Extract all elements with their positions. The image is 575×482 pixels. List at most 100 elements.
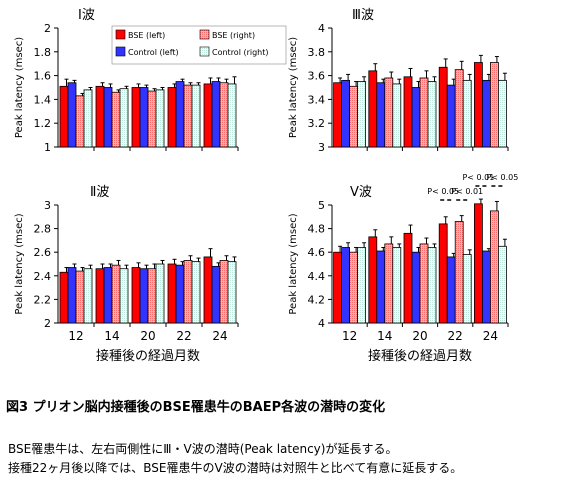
panel3-bar-bse-right [111, 264, 121, 324]
panel3-bar-control-right [227, 261, 237, 324]
panel4-bar-control-right [392, 247, 402, 324]
panel2-bar-bse-left [368, 70, 378, 148]
panel3-bar-bse-right [147, 268, 157, 324]
panel2-bar-control-left [446, 84, 456, 148]
panel3-y-tick-label: 2.6 [34, 246, 52, 259]
panel4-bar-bse-left [438, 223, 448, 324]
panel4-bar-bse-right [419, 243, 429, 324]
panel2-bar-bse-left [403, 76, 413, 148]
panel1-bar-bse-right [183, 84, 193, 148]
panel1-bar-bse-right [75, 95, 85, 148]
panel1-bar-control-left [211, 81, 221, 148]
panel4-y-tick-label: 5 [318, 199, 325, 212]
panel2-bar-bse-right [384, 77, 394, 148]
panel1-bar-bse-left [167, 87, 177, 148]
legend-swatch-control-left [115, 46, 126, 57]
panel3-x-tick-label: 20 [140, 329, 155, 343]
panel3-bar-control-left [103, 267, 113, 324]
panel1-y-tick-label: 1.4 [34, 93, 52, 106]
panel1-bar-control-left [139, 87, 149, 148]
panel4-bar-control-right [497, 245, 507, 324]
panel1-y-tick-label: 1.6 [34, 70, 52, 83]
panel3-bar-bse-left [95, 268, 105, 324]
panel1-y-tick-label: 1 [44, 141, 51, 154]
panel3-title: Ⅱ波 [90, 185, 109, 200]
panel4-bar-control-right [462, 254, 472, 324]
panel4-bar-bse-left [333, 251, 343, 324]
panel4-y-tick-label: 4.4 [308, 270, 326, 283]
panel4-significance-label: P< 0.01 [451, 187, 483, 196]
panel3-x-tick-label: 14 [104, 329, 119, 343]
panel4-x-tick-label: 14 [377, 329, 392, 343]
panel4-y-tick-label: 4.2 [308, 293, 326, 306]
panel1-bar-bse-right [219, 82, 229, 148]
panel2-bar-bse-right [489, 62, 499, 148]
panel2-bar-control-right [392, 83, 402, 148]
figure-canvas: Ⅰ波 Peak latency (msec) 1 1.2 1.4 1.6 1.8 2 BSE (… [14, 8, 518, 364]
panel3-bar-bse-left [131, 267, 141, 324]
panel2-bar-control-left [341, 79, 351, 148]
panel4-bar-control-left [341, 247, 351, 324]
panel4-y-tick-label: 4.8 [308, 223, 326, 236]
panel4-title: Ⅴ波 [350, 185, 372, 200]
legend-swatch-control-right [199, 46, 210, 57]
panel4-significance-label: P< 0.05 [486, 173, 518, 182]
panel4-y-tick-label: 4 [318, 317, 325, 330]
panel1-bar-control-left [67, 82, 77, 148]
figure-caption-title: 図3 プリオン脳内接種後のBSE罹患牛のBAEP各波の潜時の変化 [6, 400, 386, 415]
panel4-significance-label: P< 0.05 [427, 187, 459, 196]
panel3-y-axis-label: Peak latency (msec) [14, 213, 25, 314]
panel2-y-tick-label: 3.6 [308, 70, 326, 83]
panel2-bar-control-left [411, 87, 421, 148]
panel3-bar-bse-right [183, 260, 193, 324]
panel4-bar-bse-right [384, 243, 394, 324]
panel2-bar-bse-right [349, 85, 359, 148]
panel2-bar-control-right [497, 79, 507, 148]
panel4-bar-control-right [427, 247, 437, 324]
panel4-x-tick-label: 20 [412, 329, 427, 343]
panel2-bar-bse-left [438, 66, 448, 148]
panel2-bar-bse-left [473, 62, 483, 148]
panel2-title: Ⅲ波 [352, 8, 374, 23]
panel3-bar-bse-left [167, 263, 177, 324]
panel2-y-tick-label: 3 [318, 141, 325, 154]
panel3-y-tick-label: 2 [44, 317, 51, 330]
panel3-x-axis-title: 接種後の経過月数 [96, 348, 200, 364]
panel4-bar-bse-left [403, 232, 413, 324]
panel1-y-tick-label: 2 [44, 22, 51, 35]
panel4-bar-bse-right [489, 210, 499, 324]
panel4-bar-bse-left [368, 236, 378, 324]
panel2-bar-control-right [357, 81, 367, 148]
panel2-y-tick-label: 3.8 [308, 46, 326, 59]
panel2-bar-bse-right [419, 77, 429, 148]
panel2-y-tick-label: 3.4 [308, 93, 326, 106]
panel1-title: Ⅰ波 [78, 8, 95, 23]
panel2-y-axis-label: Peak latency (msec) [288, 37, 299, 138]
legend-swatch-bse-right [199, 29, 210, 40]
panel3-y-tick-label: 3 [44, 199, 51, 212]
panel3-bar-bse-left [59, 271, 69, 324]
panel1-bar-bse-left [131, 87, 141, 148]
panel1-bar-bse-left [59, 85, 69, 148]
panel4-x-tick-label: 22 [448, 329, 463, 343]
panel1-y-axis-label: Peak latency (msec) [14, 37, 25, 138]
panel4-y-axis-label: Peak latency (msec) [288, 213, 299, 314]
panel4-bar-bse-right [349, 251, 359, 324]
panel1-bar-bse-left [95, 85, 105, 148]
legend-label-control-right: Control (right) [212, 48, 269, 57]
panel4-bar-control-left [411, 251, 421, 324]
panel1-y-tick-label: 1.8 [34, 46, 52, 59]
panel1-bar-control-left [103, 87, 113, 148]
panel2-bar-control-right [462, 79, 472, 148]
panel3-bar-control-right [191, 261, 201, 324]
panel1-bar-control-right [83, 89, 93, 148]
panel3-bar-control-right [83, 268, 93, 324]
panel4-bar-control-left [481, 250, 491, 324]
panel1-bar-control-right [119, 88, 129, 148]
panel3-bar-control-left [67, 267, 77, 324]
panel2-bar-control-left [481, 79, 491, 148]
panel1-bar-control-left [175, 81, 185, 148]
panel1-bar-control-right [191, 84, 201, 148]
panel1-bar-bse-right [111, 91, 121, 148]
panel3-bar-control-left [175, 264, 185, 324]
